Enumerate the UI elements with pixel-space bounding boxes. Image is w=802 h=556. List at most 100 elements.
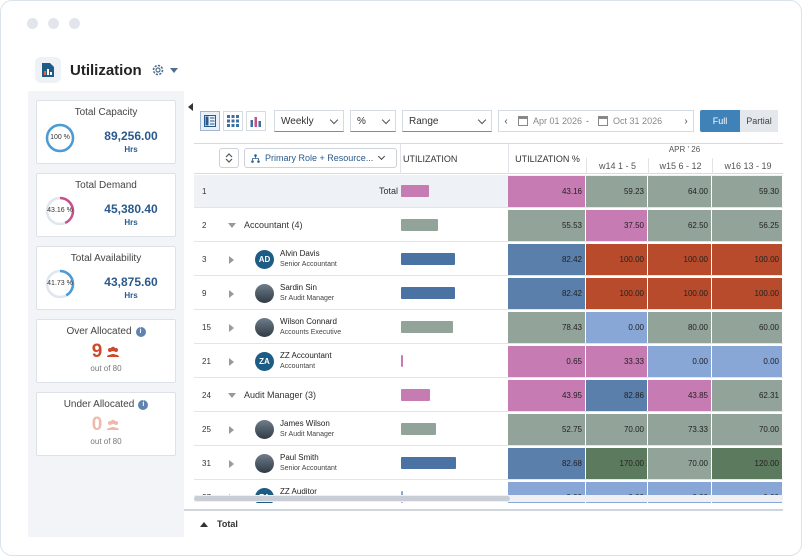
resource-name[interactable]: James Wilson (280, 419, 330, 428)
resource-name[interactable]: ZZ Accountant (280, 351, 332, 360)
expand-caret-icon[interactable] (229, 324, 234, 332)
expand-caret-icon[interactable] (228, 393, 236, 398)
table-row[interactable]: 21 ZA ZZ Accountant Accountant 0.65 33.33 0.00… (194, 345, 783, 378)
next-range-button[interactable]: › (684, 115, 688, 127)
split-view-icon[interactable] (200, 111, 220, 131)
resource-name[interactable]: Paul Smith (280, 453, 319, 462)
utilization-bar (401, 321, 453, 333)
partial-button[interactable]: Partial (740, 110, 778, 132)
calendar-icon[interactable] (518, 116, 528, 126)
chart-view-icon[interactable] (246, 111, 266, 131)
week-value-cell[interactable]: 33.33 (586, 346, 648, 377)
resource-role: Accountant (280, 363, 316, 370)
collapse-sidebar-icon[interactable] (188, 103, 193, 111)
week-value-cell[interactable]: 60.00 (712, 312, 783, 343)
week-value-cell[interactable]: 59.23 (586, 176, 648, 207)
week-value-cell[interactable]: 62.31 (712, 380, 783, 411)
expand-caret-icon[interactable] (229, 290, 234, 298)
table-row[interactable]: 31 Paul Smith Senior Accountant 82.68 170.00… (194, 447, 783, 480)
week-value-cell[interactable]: 82.86 (586, 380, 648, 411)
utilization-percent-cell[interactable]: 0.65 (508, 346, 586, 377)
row-number: 3 (202, 255, 207, 264)
availability-ring (45, 269, 75, 299)
window-dot-minimize[interactable] (48, 18, 59, 29)
resource-name[interactable]: Wilson Connard (280, 317, 337, 326)
gear-icon[interactable] (150, 62, 166, 78)
utilization-percent-cell[interactable]: 55.53 (508, 210, 586, 241)
week-value-cell[interactable]: 64.00 (648, 176, 712, 207)
expand-caret-icon[interactable] (228, 223, 236, 228)
grid-view-icon[interactable] (223, 111, 243, 131)
over-allocated-card[interactable]: Over Allocated i 9 out of 80 (36, 319, 176, 383)
chevron-up-icon[interactable] (200, 521, 208, 527)
table-row[interactable]: 9 Sardin Sin Sr Audit Manager 82.42 100.00 10… (194, 277, 783, 310)
week-value-cell[interactable]: 43.85 (648, 380, 712, 411)
chevron-down-icon (477, 115, 487, 124)
utilization-percent-cell[interactable]: 78.43 (508, 312, 586, 343)
resource-role: Senior Accountant (280, 465, 337, 472)
scrollbar-thumb[interactable] (194, 496, 510, 501)
week-value-cell[interactable]: 80.00 (648, 312, 712, 343)
week-value-cell[interactable]: 100.00 (586, 244, 648, 275)
resource-name[interactable]: Alvin Davis (280, 249, 320, 258)
expand-caret-icon[interactable] (229, 256, 234, 264)
column-header-utilization[interactable]: UTILIZATION (400, 144, 508, 174)
week-value-cell[interactable]: 170.00 (586, 448, 648, 479)
week-value-cell[interactable]: 37.50 (586, 210, 648, 241)
week-value-cell[interactable]: 56.25 (712, 210, 783, 241)
expand-collapse-icon[interactable] (219, 148, 239, 168)
week-value-cell[interactable]: 70.00 (712, 414, 783, 445)
info-icon[interactable]: i (138, 399, 149, 410)
range-select[interactable]: Range (402, 110, 492, 132)
info-icon[interactable]: i (135, 326, 146, 337)
prev-range-button[interactable]: ‹ (504, 115, 508, 127)
utilization-percent-cell[interactable]: 82.42 (508, 278, 586, 309)
week-value-cell[interactable]: 100.00 (648, 278, 712, 309)
group-row[interactable]: 24 Audit Manager (3) 43.95 82.86 43.85 62.31 (194, 379, 783, 412)
week-value-cell[interactable]: 100.00 (712, 244, 783, 275)
week-value-cell[interactable]: 62.50 (648, 210, 712, 241)
expand-caret-icon[interactable] (229, 358, 234, 366)
utilization-percent-cell[interactable]: 82.42 (508, 244, 586, 275)
week-value-cell[interactable]: 120.00 (712, 448, 783, 479)
utilization-percent-cell[interactable]: 43.95 (508, 380, 586, 411)
week-value-cell[interactable]: 70.00 (586, 414, 648, 445)
utilization-percent-cell[interactable]: 82.68 (508, 448, 586, 479)
date-to-field[interactable]: Oct 31 2026 (613, 116, 663, 126)
utilization-percent-cell[interactable]: 52.75 (508, 414, 586, 445)
utilization-percent-cell[interactable]: 43.16 (508, 176, 586, 207)
footer-total-bar[interactable]: Total (184, 509, 783, 537)
period-select[interactable]: Weekly (274, 110, 344, 132)
horizontal-scrollbar[interactable] (194, 495, 783, 502)
week-value-cell[interactable]: 0.00 (648, 346, 712, 377)
week-value-cell[interactable]: 100.00 (712, 278, 783, 309)
total-row[interactable]: 1 Total 43.16 59.23 64.00 59.30 (194, 175, 783, 208)
under-allocated-card[interactable]: Under Allocated i 0 out of 80 (36, 392, 176, 456)
people-icon (107, 419, 120, 430)
table-row[interactable]: 3 AD Alvin Davis Senior Accountant 82.42 100.… (194, 243, 783, 276)
week-value-cell[interactable]: 100.00 (586, 278, 648, 309)
expand-caret-icon[interactable] (229, 426, 234, 434)
window-dot-close[interactable] (27, 18, 38, 29)
week-value-cell[interactable]: 0.00 (586, 312, 648, 343)
date-from-field[interactable]: Apr 01 2026 (533, 116, 583, 126)
table-row[interactable]: 25 James Wilson Sr Audit Manager 52.75 70.00… (194, 413, 783, 446)
week-value-cell[interactable]: 100.00 (648, 244, 712, 275)
avatar: AD (255, 250, 274, 269)
chevron-down-icon[interactable] (169, 67, 178, 73)
unit-select[interactable]: % (350, 110, 396, 132)
column-header-utilization-percent[interactable]: UTILIZATION % (508, 144, 586, 174)
week-value-cell[interactable]: 73.33 (648, 414, 712, 445)
week-value-cell[interactable]: 59.30 (712, 176, 783, 207)
window-dot-maximize[interactable] (69, 18, 80, 29)
week-value-cell[interactable]: 70.00 (648, 448, 712, 479)
table-row[interactable]: 15 Wilson Connard Accounts Executive 78.43 0… (194, 311, 783, 344)
group-row[interactable]: 2 Accountant (4) 55.53 37.50 62.50 56.25 (194, 209, 783, 242)
resource-name[interactable]: Sardin Sin (280, 283, 317, 292)
group-by-select[interactable]: Primary Role + Resource... (244, 148, 397, 168)
calendar-icon[interactable] (598, 116, 609, 126)
full-button[interactable]: Full (700, 110, 740, 132)
week-value-cell[interactable]: 0.00 (712, 346, 783, 377)
resource-name[interactable]: ZZ Auditor (280, 487, 317, 496)
expand-caret-icon[interactable] (229, 460, 234, 468)
